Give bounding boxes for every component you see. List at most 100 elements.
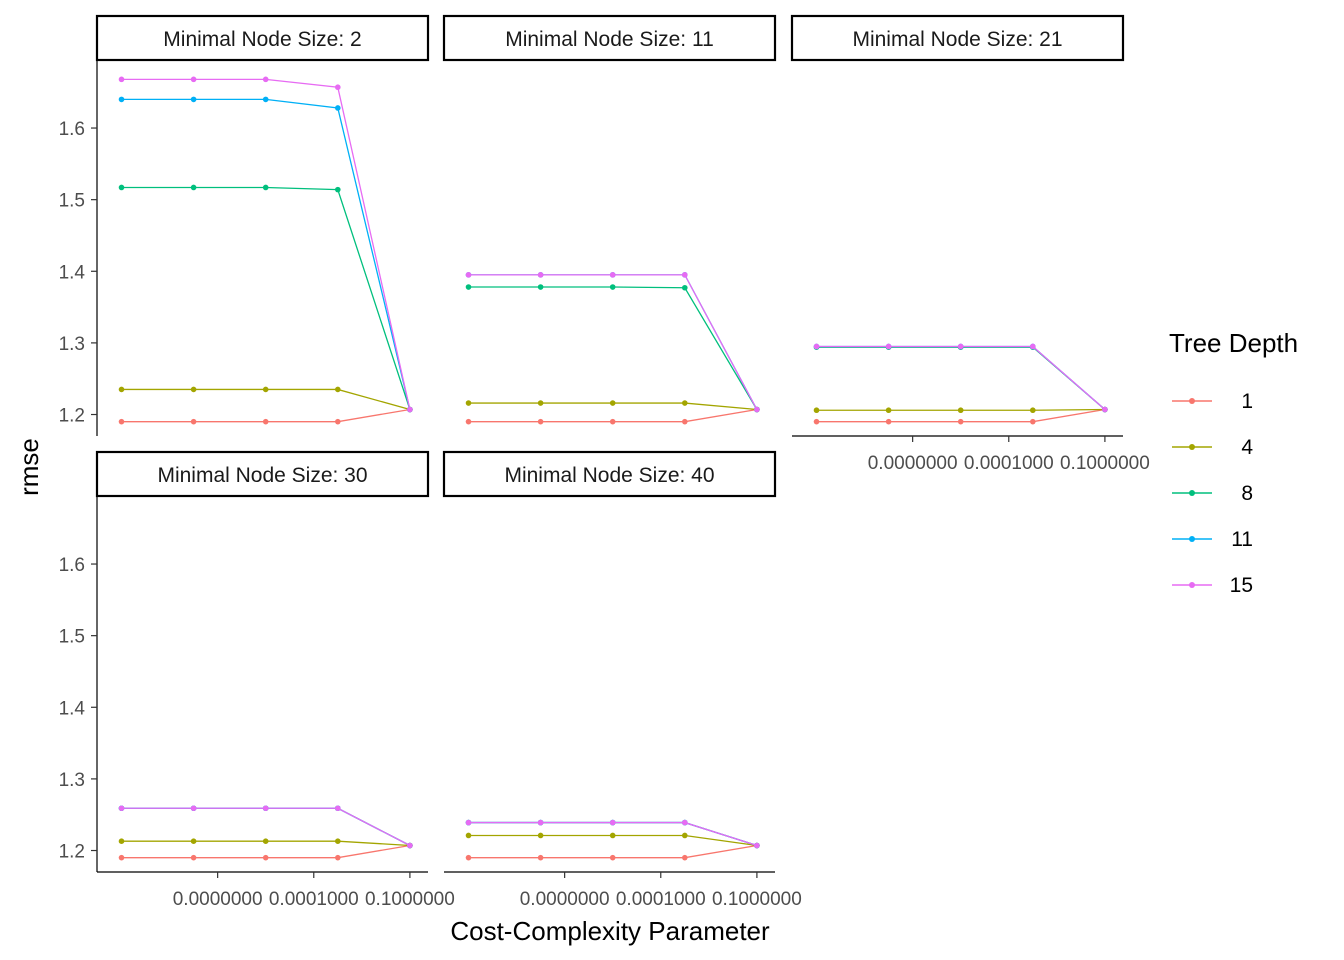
data-point bbox=[754, 842, 760, 849]
series-line-depth-15 bbox=[468, 274, 758, 410]
facet-panel: Minimal Node Size: 11 bbox=[442, 14, 777, 425]
data-point bbox=[190, 76, 197, 83]
data-point bbox=[682, 400, 688, 406]
facet-strip bbox=[95, 450, 430, 498]
data-point bbox=[682, 284, 688, 291]
series-line-depth-8 bbox=[468, 286, 758, 410]
legend-item: 8 bbox=[1172, 482, 1253, 505]
facet-panel: Minimal Node Size: 21 0.0000000 0.0001000 0… bbox=[790, 14, 1150, 474]
data-point bbox=[190, 418, 197, 425]
data-point bbox=[609, 819, 616, 826]
facet-panel: Minimal Node Size: 30 1.2 1.3 1.4 1.5 1.6 0.00… bbox=[59, 450, 455, 910]
x-tick-label: 0.0001000 bbox=[616, 889, 706, 910]
data-point bbox=[335, 105, 341, 111]
x-tick-label: 0.0000000 bbox=[173, 889, 263, 910]
data-point bbox=[1102, 406, 1108, 413]
data-point bbox=[537, 819, 544, 826]
x-tick-label: 0.1000000 bbox=[1060, 453, 1150, 474]
facet-panel: Minimal Node Size: 2 1.2 1.3 1.4 1.5 1.6 bbox=[59, 14, 430, 436]
data-point bbox=[118, 418, 125, 425]
data-point bbox=[609, 418, 616, 425]
legend-label: 15 bbox=[1230, 574, 1253, 597]
facet-strip-label: Minimal Node Size: 21 bbox=[852, 28, 1062, 51]
y-tick-label: 1.4 bbox=[59, 698, 86, 719]
data-point bbox=[335, 838, 341, 845]
data-point bbox=[190, 386, 197, 393]
legend-label: 1 bbox=[1241, 390, 1253, 413]
facet-panel: Minimal Node Size: 40 0.0000000 0.0001000 0… bbox=[442, 450, 802, 910]
data-point bbox=[957, 418, 964, 425]
data-point bbox=[335, 84, 341, 91]
data-point bbox=[682, 418, 688, 425]
data-point bbox=[609, 272, 616, 278]
legend-item: 11 bbox=[1172, 528, 1253, 551]
series-line-depth-11 bbox=[121, 98, 411, 410]
data-point bbox=[682, 272, 688, 278]
facet-strip bbox=[442, 14, 777, 62]
x-tick-label: 0.1000000 bbox=[365, 889, 455, 910]
data-point bbox=[885, 418, 892, 425]
data-point bbox=[609, 832, 616, 839]
data-point bbox=[537, 272, 544, 278]
data-point bbox=[407, 406, 413, 413]
data-point bbox=[190, 184, 197, 191]
facet-strip bbox=[442, 450, 777, 498]
y-tick-label: 1.3 bbox=[59, 770, 85, 791]
series-line-depth-8 bbox=[816, 346, 1106, 410]
legend-key-point bbox=[1189, 536, 1195, 542]
y-tick-label: 1.2 bbox=[59, 406, 85, 427]
legend-key-point bbox=[1189, 490, 1195, 496]
x-tick-label: 0.1000000 bbox=[712, 889, 802, 910]
data-point bbox=[262, 76, 269, 83]
data-point bbox=[1030, 407, 1036, 414]
data-point bbox=[1030, 418, 1036, 425]
data-point bbox=[335, 805, 341, 812]
data-point bbox=[537, 832, 544, 839]
x-tick-label: 0.0001000 bbox=[269, 889, 359, 910]
x-axis-title: Cost-Complexity Parameter bbox=[450, 916, 770, 946]
data-point bbox=[118, 386, 125, 393]
data-point bbox=[682, 854, 688, 861]
series-line-depth-11 bbox=[816, 345, 1106, 410]
data-point bbox=[262, 96, 269, 103]
data-point bbox=[262, 418, 269, 425]
legend: Tree Depth 1 4 8 11 15 bbox=[1169, 328, 1298, 597]
data-point bbox=[813, 343, 820, 350]
data-point bbox=[885, 407, 892, 414]
x-tick-label: 0.0000000 bbox=[520, 889, 610, 910]
data-point bbox=[262, 184, 269, 191]
y-tick-label: 1.5 bbox=[59, 191, 85, 212]
data-point bbox=[335, 186, 341, 193]
y-tick-label: 1.5 bbox=[59, 627, 85, 648]
data-point bbox=[190, 854, 197, 861]
series-line-depth-4 bbox=[121, 388, 411, 411]
series-line-depth-15 bbox=[816, 345, 1106, 410]
legend-label: 4 bbox=[1241, 436, 1253, 459]
legend-label: 11 bbox=[1231, 528, 1253, 551]
data-point bbox=[190, 838, 197, 845]
x-tick-label: 0.0000000 bbox=[868, 453, 958, 474]
data-point bbox=[262, 386, 269, 393]
data-point bbox=[190, 805, 197, 812]
data-point bbox=[682, 819, 688, 826]
data-point bbox=[537, 854, 544, 861]
data-point bbox=[465, 418, 472, 425]
data-point bbox=[609, 400, 616, 406]
data-point bbox=[118, 96, 125, 103]
data-point bbox=[609, 284, 616, 290]
legend-item: 15 bbox=[1172, 574, 1253, 597]
data-point bbox=[118, 854, 125, 861]
data-point bbox=[682, 832, 688, 839]
legend-key-point bbox=[1189, 582, 1195, 588]
facet-strip-label: Minimal Node Size: 11 bbox=[505, 28, 714, 51]
data-point bbox=[465, 854, 472, 861]
legend-item: 4 bbox=[1172, 436, 1253, 459]
series-line-depth-8 bbox=[121, 186, 411, 410]
data-point bbox=[537, 284, 544, 290]
legend-label: 8 bbox=[1241, 482, 1253, 505]
legend-keys: 1 4 8 11 15 bbox=[1172, 390, 1253, 597]
data-point bbox=[118, 805, 125, 812]
data-point bbox=[609, 854, 616, 861]
data-point bbox=[262, 838, 269, 845]
data-point bbox=[465, 272, 472, 278]
